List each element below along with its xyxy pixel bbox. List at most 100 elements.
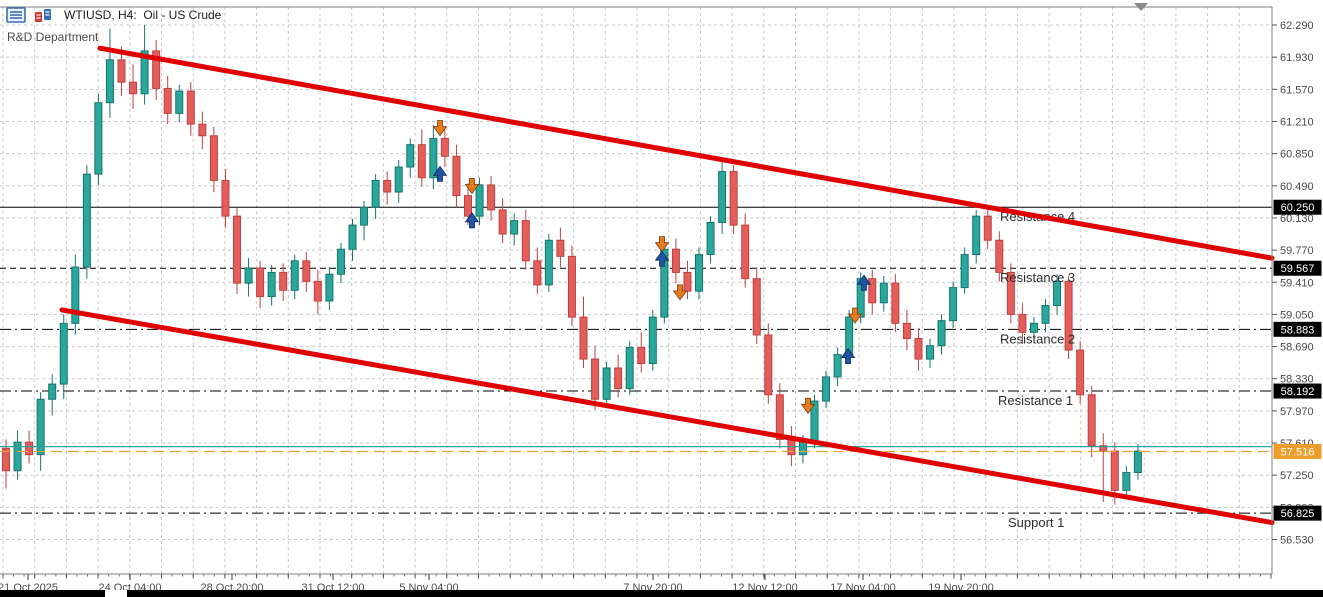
candlestick	[117, 46, 126, 96]
candlestick	[902, 309, 911, 351]
price-tick-label: 57.970	[1280, 406, 1314, 418]
price-axis[interactable]: 62.290 61.930 61.570 61.210 60.850 60.490 60.1…	[1272, 20, 1322, 547]
price-tag	[1273, 505, 1322, 521]
svg-text:58.883: 58.883	[1281, 324, 1315, 336]
price-tick-label: 58.330	[1280, 374, 1314, 386]
candlestick	[2, 439, 10, 489]
candlestick	[764, 323, 773, 404]
level-label: Resistance 3	[1000, 270, 1075, 285]
trade-marker-up-arrow	[654, 250, 670, 267]
bar-chart-icon[interactable]	[33, 7, 54, 23]
candlestick	[1122, 466, 1131, 500]
candlestick	[1064, 275, 1073, 360]
candlestick	[926, 338, 934, 368]
trade-marker-up-arrow	[856, 274, 872, 291]
level-label: Resistance 1	[998, 393, 1073, 408]
candlestick	[429, 125, 438, 190]
candlestick	[1029, 317, 1038, 342]
candlestick	[625, 341, 634, 395]
quotes-list-icon[interactable]	[6, 7, 27, 23]
candlestick	[671, 238, 680, 284]
candlestick	[1018, 302, 1027, 344]
price-tick-label: 58.690	[1280, 342, 1314, 354]
candlestick	[487, 175, 496, 221]
candlestick	[718, 162, 727, 235]
candlestick	[891, 274, 900, 333]
candlestick	[1006, 263, 1015, 324]
candlestick	[105, 28, 114, 118]
svg-text:59.567: 59.567	[1281, 263, 1315, 275]
candlestick	[567, 245, 576, 327]
candlestick	[729, 165, 738, 235]
candlestick	[417, 129, 426, 187]
candlestick	[1087, 385, 1096, 458]
candlestick	[221, 168, 230, 228]
candlestick	[498, 198, 507, 243]
candlestick	[140, 25, 149, 105]
candlestick	[406, 138, 415, 178]
candlestick	[71, 254, 80, 335]
price-tick-label: 60.490	[1280, 181, 1314, 193]
chart-title: WTIUSD, H4: Oil - US Crude	[64, 8, 222, 22]
candlestick	[452, 144, 461, 208]
candlestick	[1133, 443, 1142, 480]
level-lines	[0, 206, 1272, 514]
candlestick	[475, 177, 484, 226]
chart-header: WTIUSD, H4: Oil - US Crude	[6, 7, 221, 23]
price-tick-label: 62.290	[1280, 20, 1314, 32]
trade-marker-down-arrow	[847, 307, 863, 324]
svg-text:58.192: 58.192	[1281, 386, 1315, 398]
candlestick	[949, 281, 958, 328]
candlestick	[544, 234, 553, 293]
candlestick	[741, 213, 750, 288]
price-tick-label: 59.770	[1280, 245, 1314, 257]
candlestick	[591, 345, 600, 410]
window-bottom-edge	[0, 590, 1323, 597]
candlestick	[267, 265, 276, 306]
current-price-tag	[1273, 443, 1322, 459]
channel-upper-trendline[interactable]	[97, 45, 1275, 261]
candlestick	[440, 129, 449, 168]
candlestick	[313, 269, 322, 315]
svg-text:56.825: 56.825	[1281, 508, 1315, 520]
svg-text:60.250: 60.250	[1281, 202, 1315, 214]
price-tag	[1273, 260, 1322, 276]
candlestick	[637, 332, 646, 373]
candlestick	[1053, 274, 1062, 315]
chart-shift-marker[interactable]	[1134, 3, 1148, 11]
candlestick	[48, 374, 57, 416]
price-tick-label: 59.050	[1280, 309, 1314, 321]
price-tick-label: 60.850	[1280, 149, 1314, 161]
candlestick	[614, 354, 623, 398]
candlestick	[556, 227, 565, 268]
channel-lower-trendline[interactable]	[59, 307, 1275, 526]
candlestick	[36, 392, 45, 471]
candlestick	[914, 327, 923, 371]
candlestick	[383, 171, 392, 205]
candlestick	[822, 370, 831, 409]
candlestick	[983, 207, 992, 250]
candlestick	[360, 200, 369, 241]
candlestick	[186, 82, 195, 136]
price-tick-label: 61.570	[1280, 84, 1314, 96]
trade-markers	[432, 120, 872, 414]
candlestick	[82, 165, 91, 279]
candlestick	[579, 296, 588, 368]
trade-marker-down-arrow	[432, 120, 448, 137]
trade-marker-up-arrow	[840, 347, 856, 365]
price-tick-label: 61.210	[1280, 116, 1314, 128]
price-tag	[1273, 383, 1322, 399]
level-label: Support 1	[1008, 515, 1064, 530]
candlestick	[752, 267, 761, 344]
candlestick	[325, 267, 334, 310]
candlestick	[175, 84, 184, 123]
candlestick	[1041, 299, 1050, 333]
candlestick	[521, 209, 530, 270]
candlestick	[163, 75, 172, 125]
candlestick	[256, 260, 265, 309]
trade-marker-down-arrow	[672, 284, 688, 301]
candlestick	[937, 314, 946, 355]
candlestick	[244, 258, 253, 297]
